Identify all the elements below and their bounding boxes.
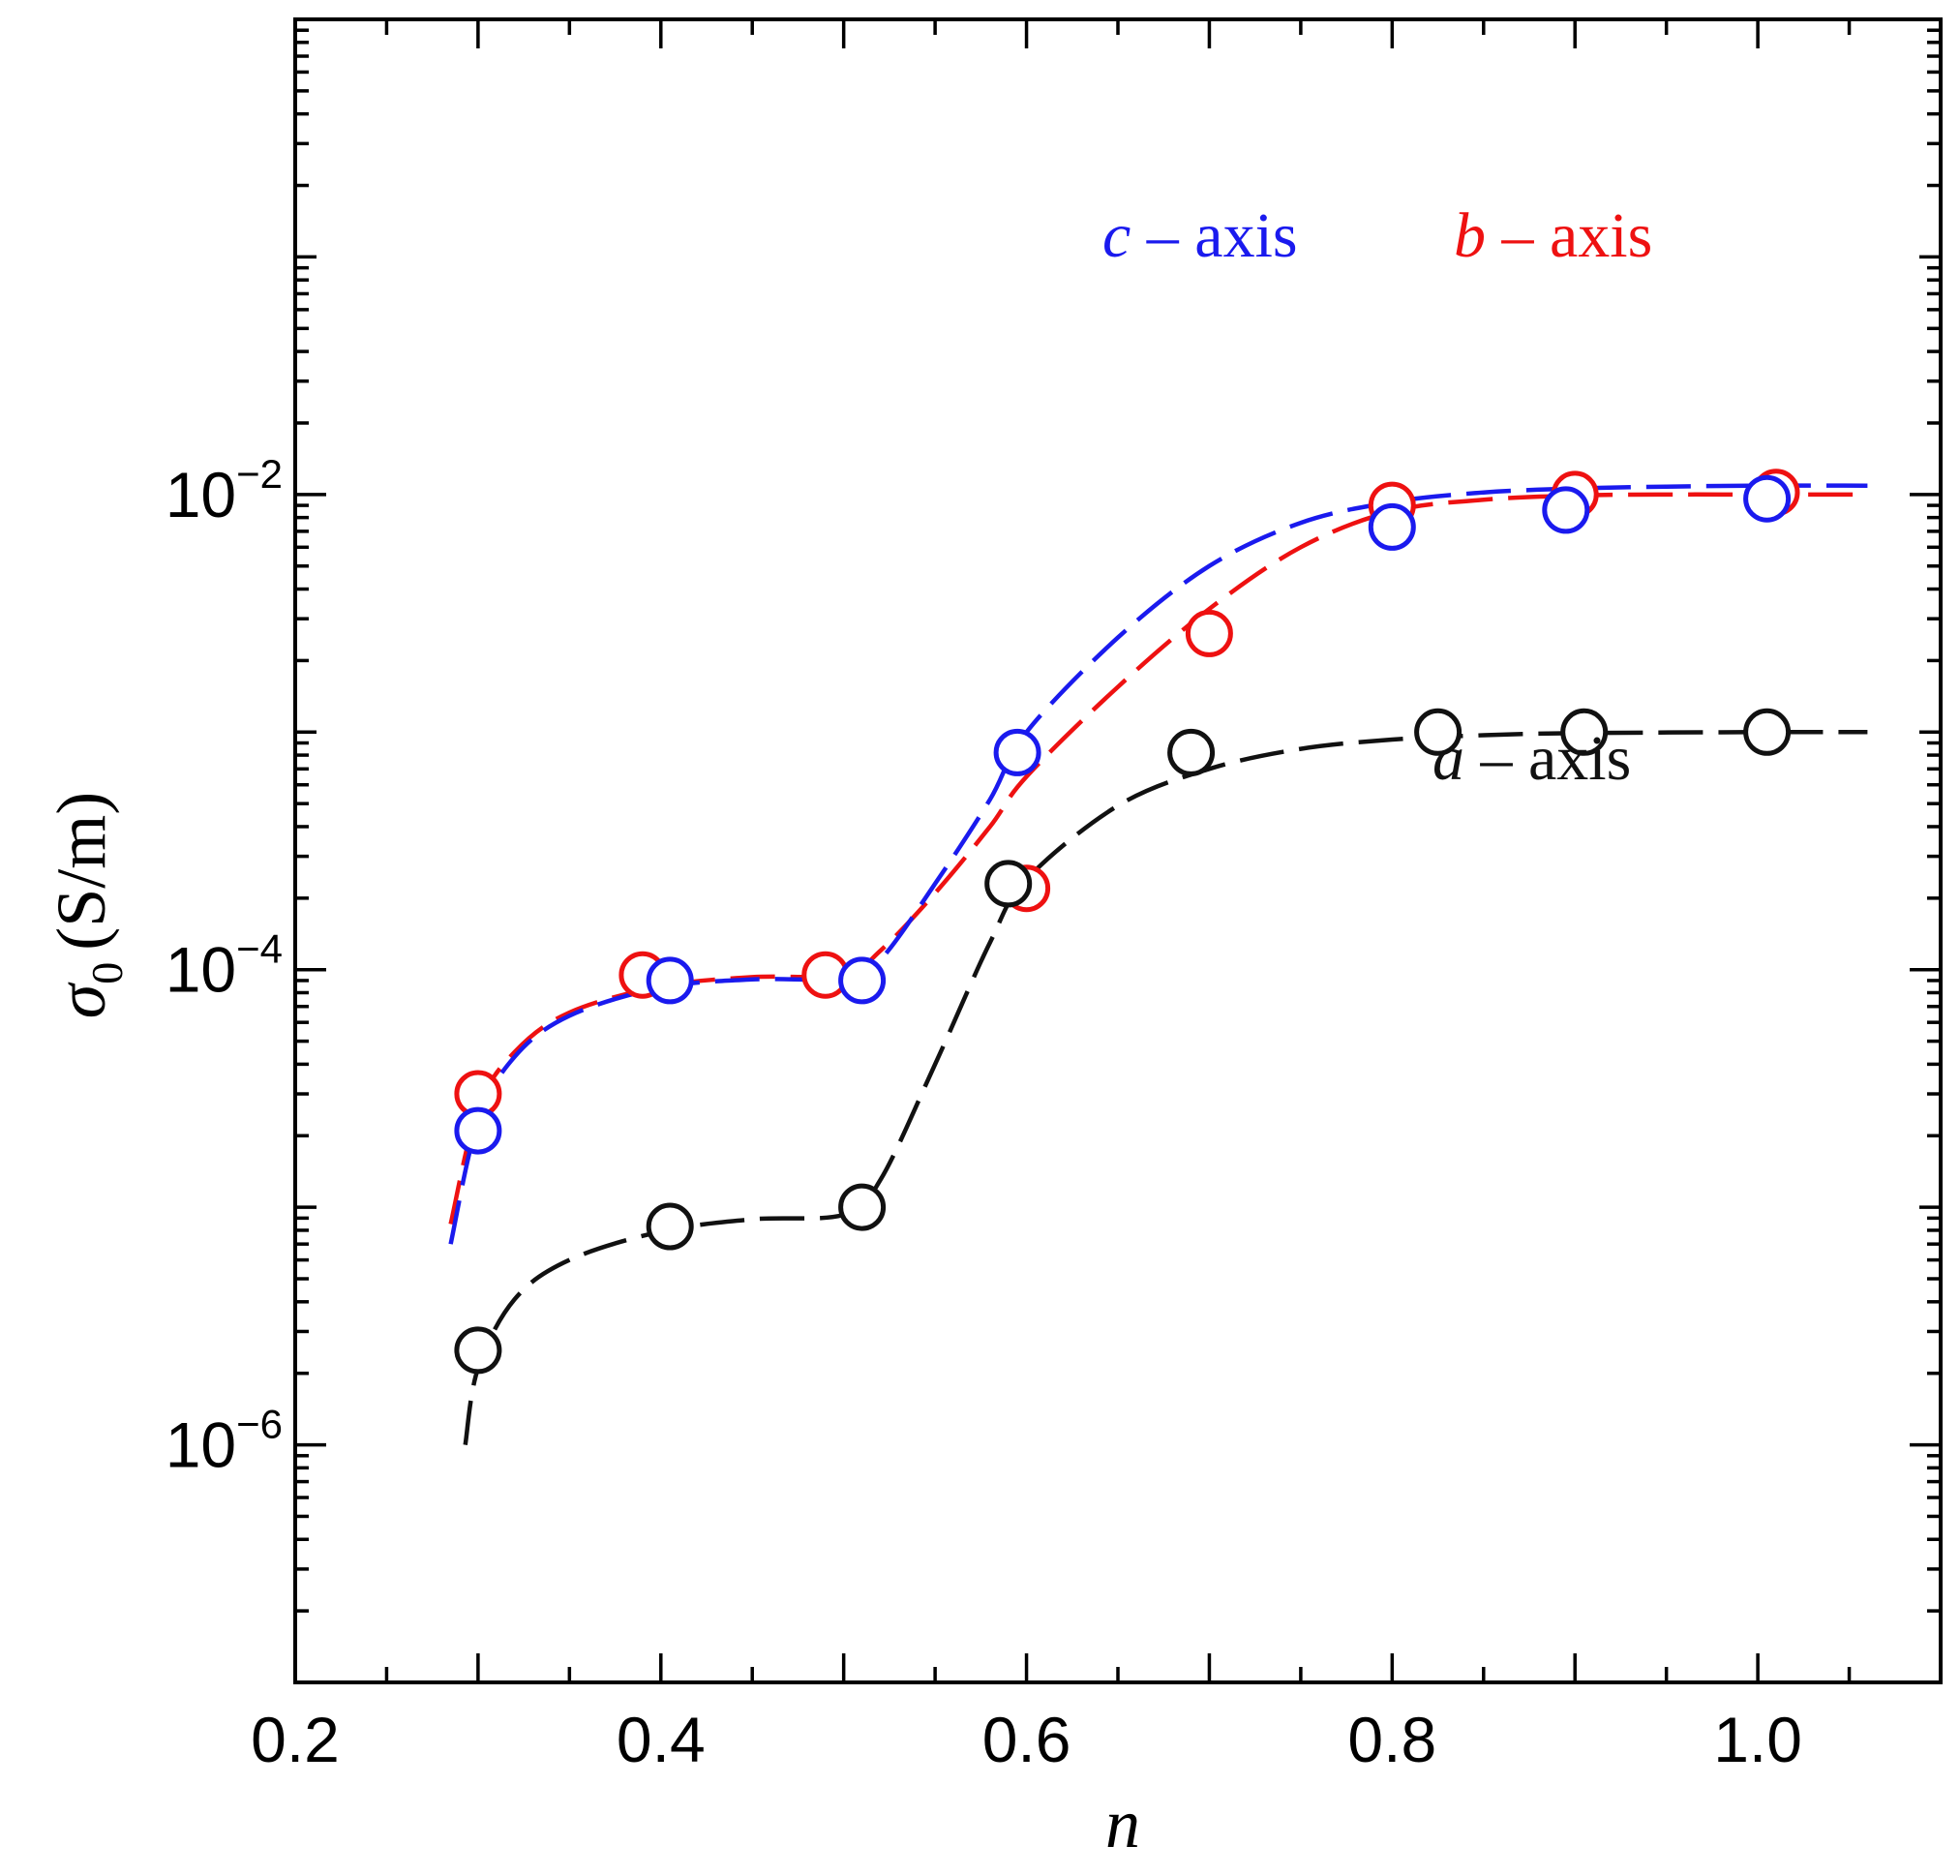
c-axis-fit-line bbox=[448, 483, 1868, 1245]
y-tick-label-exponent: −6 bbox=[236, 1402, 283, 1447]
y-tick-label-exponent: −2 bbox=[236, 451, 283, 497]
x-tick-label: 0.8 bbox=[1347, 1704, 1436, 1775]
tick-labels: 0.2 0.4 0.6 0.8 1.010−210−410−6 bbox=[166, 451, 1802, 1775]
c-axis-point-4 bbox=[1368, 502, 1416, 551]
plot-frame bbox=[293, 17, 1943, 1684]
a-axis-point-4 bbox=[1167, 728, 1216, 776]
a-axis-point-0 bbox=[454, 1326, 502, 1375]
c-axis-point-5 bbox=[1542, 486, 1590, 534]
y-axis-subscript: 0 bbox=[82, 962, 132, 984]
y-tick-label-base: 10 bbox=[166, 1409, 236, 1481]
c-axis-point-3 bbox=[993, 728, 1041, 776]
x-tick-label: 0.4 bbox=[617, 1704, 706, 1775]
y-tick-label-base: 10 bbox=[166, 934, 236, 1006]
label-c-axis-var: c bbox=[1102, 200, 1131, 271]
b-axis-point-4 bbox=[1185, 609, 1233, 657]
y-tick-label: 10−4 bbox=[166, 926, 283, 1006]
label-b-axis-var: b bbox=[1454, 200, 1486, 271]
a-axis-point-3 bbox=[984, 860, 1033, 908]
y-tick-label-exponent: −4 bbox=[236, 926, 283, 972]
y-axis-unit: (S/m) bbox=[43, 792, 120, 951]
x-tick-label: 0.6 bbox=[982, 1704, 1071, 1775]
a-axis-fit-line bbox=[463, 729, 1868, 1445]
a-axis-point-6 bbox=[1560, 708, 1609, 756]
y-tick-label: 10−2 bbox=[166, 451, 283, 530]
a-axis-point-7 bbox=[1743, 708, 1792, 756]
x-tick-label: 1.0 bbox=[1713, 1704, 1802, 1775]
label-a-axis-rest: – axis bbox=[1464, 723, 1631, 794]
y-axis-title: σ0 (S/m) bbox=[43, 792, 132, 1019]
c-axis-point-0 bbox=[454, 1106, 502, 1155]
label-b-axis-rest: – axis bbox=[1486, 200, 1652, 271]
x-axis-title: n bbox=[1105, 1785, 1140, 1862]
axis-ticks bbox=[293, 19, 1943, 1684]
a-axis-point-5 bbox=[1414, 708, 1462, 756]
label-c-axis: c – axis bbox=[1102, 200, 1298, 271]
x-tick-label: 0.2 bbox=[251, 1704, 340, 1775]
label-a-axis: a – axis bbox=[1432, 723, 1631, 794]
c-axis-point-1 bbox=[646, 956, 694, 1005]
data-markers bbox=[454, 469, 1800, 1375]
a-axis-point-2 bbox=[838, 1183, 887, 1231]
a-axis-point-1 bbox=[646, 1202, 694, 1251]
c-axis-point-2 bbox=[838, 956, 887, 1005]
y-tick-label-base: 10 bbox=[166, 459, 236, 530]
y-axis-symbol: σ bbox=[43, 982, 120, 1018]
label-a-axis-var: a bbox=[1432, 723, 1464, 794]
label-c-axis-rest: – axis bbox=[1131, 200, 1297, 271]
label-b-axis: b – axis bbox=[1454, 200, 1652, 271]
c-axis-point-6 bbox=[1743, 474, 1792, 523]
y-tick-label: 10−6 bbox=[166, 1402, 283, 1481]
